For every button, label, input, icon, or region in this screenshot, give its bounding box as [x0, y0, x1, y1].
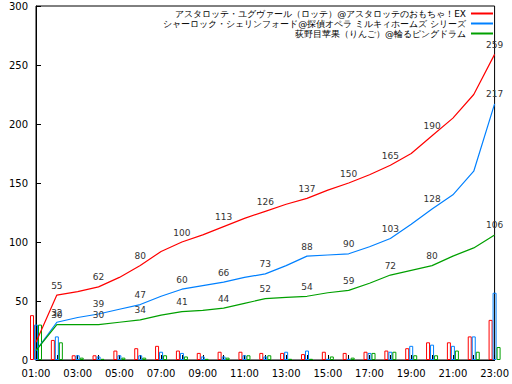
svg-text:126: 126 — [257, 197, 274, 207]
svg-text:113: 113 — [215, 212, 232, 222]
svg-text:19:00: 19:00 — [397, 368, 426, 379]
svg-text:シャーロック・シェリンフォード@探偵オペラ ミルキィホームズ: シャーロック・シェリンフォード@探偵オペラ ミルキィホームズ シリーズ — [163, 19, 467, 29]
svg-text:72: 72 — [385, 261, 396, 271]
svg-text:165: 165 — [382, 151, 399, 161]
svg-text:41: 41 — [176, 297, 187, 307]
svg-text:250: 250 — [9, 60, 28, 71]
svg-text:アスタロッテ・ユグヴァール（ロッテ）@アスタロッテのおもちゃ: アスタロッテ・ユグヴァール（ロッテ）@アスタロッテのおもちゃ！EX — [175, 9, 466, 19]
svg-text:59: 59 — [343, 276, 355, 286]
svg-text:88: 88 — [301, 242, 313, 252]
svg-text:17:00: 17:00 — [355, 368, 384, 379]
svg-text:30: 30 — [93, 310, 105, 320]
svg-text:103: 103 — [382, 224, 399, 234]
svg-text:11:00: 11:00 — [230, 368, 259, 379]
svg-text:47: 47 — [134, 290, 145, 300]
svg-text:73: 73 — [260, 259, 271, 269]
svg-text:13:00: 13:00 — [272, 368, 301, 379]
svg-text:55: 55 — [51, 281, 62, 291]
svg-text:128: 128 — [423, 194, 440, 204]
svg-text:52: 52 — [260, 284, 271, 294]
svg-text:01:00: 01:00 — [22, 368, 51, 379]
svg-text:150: 150 — [340, 169, 357, 179]
svg-text:259: 259 — [486, 40, 503, 50]
svg-text:07:00: 07:00 — [147, 368, 176, 379]
svg-text:05:00: 05:00 — [105, 368, 134, 379]
svg-text:03:00: 03:00 — [63, 368, 92, 379]
svg-text:190: 190 — [423, 121, 440, 131]
svg-text:0: 0 — [22, 355, 28, 366]
svg-text:44: 44 — [218, 294, 230, 304]
svg-text:09:00: 09:00 — [188, 368, 217, 379]
svg-text:荻野目苹果（りんご）@輪るピングドラム: 荻野目苹果（りんご）@輪るピングドラム — [295, 29, 466, 39]
svg-text:34: 34 — [134, 305, 146, 315]
svg-text:300: 300 — [9, 1, 28, 12]
svg-text:39: 39 — [93, 299, 105, 309]
svg-text:30: 30 — [51, 310, 63, 320]
svg-text:150: 150 — [9, 178, 28, 189]
svg-text:62: 62 — [93, 272, 104, 282]
svg-text:66: 66 — [218, 268, 230, 278]
svg-text:21:00: 21:00 — [438, 368, 467, 379]
svg-text:106: 106 — [486, 220, 503, 230]
svg-text:137: 137 — [298, 184, 315, 194]
svg-text:23:00: 23:00 — [480, 368, 509, 379]
svg-text:50: 50 — [15, 296, 28, 307]
svg-text:54: 54 — [301, 282, 313, 292]
svg-text:80: 80 — [134, 251, 146, 261]
svg-text:15:00: 15:00 — [313, 368, 342, 379]
svg-text:60: 60 — [176, 275, 188, 285]
svg-text:217: 217 — [486, 89, 503, 99]
svg-text:100: 100 — [173, 228, 190, 238]
svg-text:200: 200 — [9, 119, 28, 130]
svg-text:80: 80 — [426, 251, 438, 261]
svg-text:100: 100 — [9, 237, 28, 248]
svg-text:90: 90 — [343, 239, 355, 249]
